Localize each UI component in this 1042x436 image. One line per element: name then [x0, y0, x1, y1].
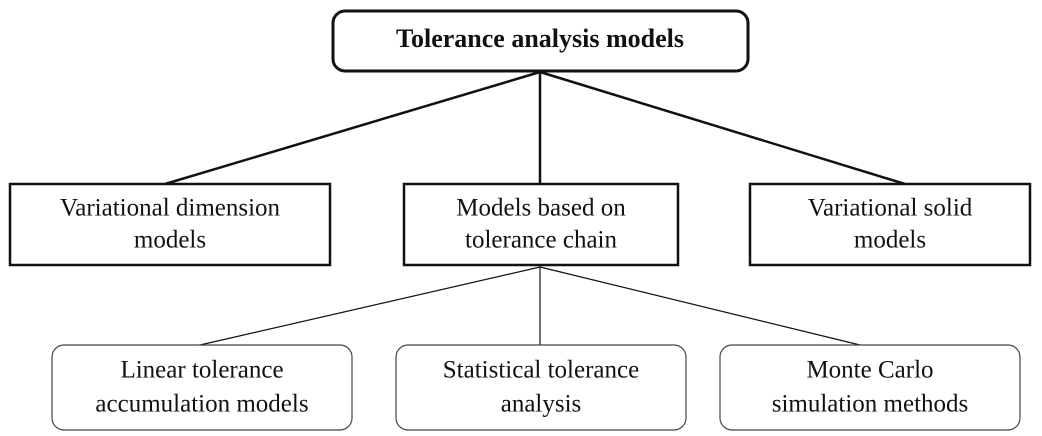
node-label: tolerance chain: [465, 227, 617, 254]
box: [395, 344, 687, 431]
node-label: models: [854, 227, 926, 254]
box: [402, 182, 680, 267]
root-box: [331, 9, 750, 73]
node-label: Statistical tolerance: [443, 357, 639, 384]
node-label: Models based on: [456, 195, 626, 222]
node-label: analysis: [501, 391, 582, 418]
connector: [199, 266, 541, 346]
connectors: [164, 70, 906, 346]
connector: [539, 70, 906, 186]
box: [8, 182, 332, 267]
box: [748, 182, 1032, 267]
node-label: Variational dimension: [60, 195, 281, 222]
connector: [539, 266, 861, 346]
connector: [164, 70, 541, 186]
node-label: Monte Carlo: [806, 357, 933, 384]
node-label: simulation methods: [772, 391, 969, 418]
box: [719, 344, 1021, 431]
node-label: accumulation models: [95, 391, 308, 418]
node-label: models: [134, 227, 206, 254]
node-label: Linear tolerance: [120, 357, 283, 384]
node-label: Variational solid: [808, 195, 973, 222]
root-label: Tolerance analysis models: [396, 24, 684, 53]
box: [51, 344, 353, 431]
